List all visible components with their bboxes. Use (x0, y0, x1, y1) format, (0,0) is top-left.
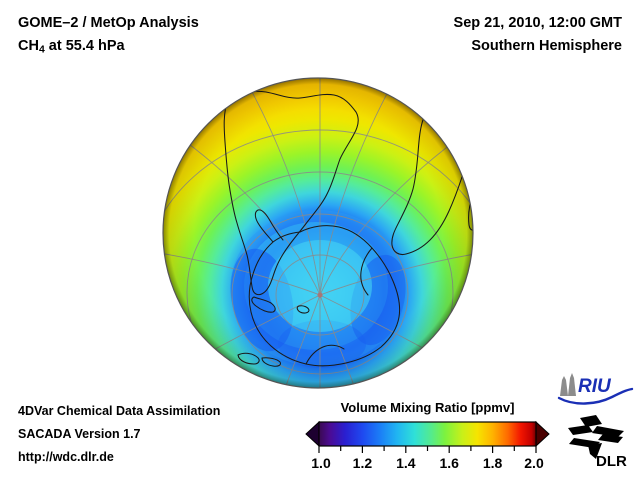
colorbar-tick-labels: 1.0 1.2 1.4 1.6 1.8 2.0 (311, 455, 544, 471)
riu-towers-icon (560, 373, 576, 396)
colorbar-label-0: 1.0 (311, 455, 331, 471)
riu-wave-icon (557, 387, 634, 405)
timestamp-label: Sep 21, 2010, 12:00 GMT (453, 15, 622, 31)
coastline-australia (413, 364, 454, 386)
graticule-parallels (163, 129, 473, 388)
coastline-falklands (296, 305, 310, 314)
coastlines (223, 90, 473, 386)
figure-title: GOME–2 / MetOp Analysis CH4 at 55.4 hPa (18, 12, 199, 62)
coastline-tierra-del-fuego (251, 296, 276, 313)
colorbar: Volume Mixing Ratio [ppmv] (305, 400, 550, 472)
colorbar-over-arrow (535, 420, 550, 448)
coastline-weddell-sea (360, 247, 373, 296)
coastline-antarctica (248, 225, 401, 367)
colorbar-label-1: 1.2 (353, 455, 373, 471)
riu-logo: RIU (556, 372, 634, 411)
colorbar-label-5: 2.0 (524, 455, 544, 471)
colorbar-gradient (318, 421, 537, 447)
coastline-south-america (223, 90, 359, 296)
credit-line-2: SACADA Version 1.7 (18, 427, 141, 441)
colorbar-label-3: 1.6 (439, 455, 459, 471)
species-label: CH (18, 38, 39, 54)
colorbar-title: Volume Mixing Ratio [ppmv] (340, 400, 515, 415)
species-subscript: 4 (38, 44, 45, 56)
coastline-new-zealand (237, 352, 260, 365)
title-line-1: GOME–2 / MetOp Analysis (18, 15, 199, 31)
polar-vortex-lobes (230, 210, 406, 368)
dlr-logo: DLR (566, 414, 632, 475)
colorbar-under-arrow (305, 420, 320, 448)
credit-url[interactable]: http://wdc.dlr.de (18, 450, 114, 464)
coastline-ross-sea (305, 344, 345, 365)
ch4-field (163, 78, 473, 388)
south-pole-marker (317, 292, 323, 298)
colorbar-label-4: 1.8 (483, 455, 503, 471)
colorbar-ticks (318, 446, 537, 453)
figure-metadata: Sep 21, 2010, 12:00 GMT Southern Hemisph… (454, 12, 622, 58)
colorbar-label-2: 1.4 (396, 455, 416, 471)
coastline-madagascar (468, 194, 473, 231)
globe-outline (162, 77, 474, 389)
dlr-mark-icon (568, 415, 624, 459)
globe-limb-shading (163, 78, 473, 388)
colorbar-scale: 1.0 1.2 1.4 1.6 1.8 2.0 (305, 420, 550, 471)
dlr-wordmark: DLR (596, 453, 627, 470)
coastline-antarctic-peninsula (254, 209, 284, 243)
pressure-level-label: at 55.4 hPa (44, 38, 125, 54)
credits-block: 4DVar Chemical Data Assimilation SACADA … (18, 400, 220, 469)
credit-line-1: 4DVar Chemical Data Assimilation (18, 404, 221, 418)
region-label: Southern Hemisphere (471, 38, 622, 54)
title-line-2: CH4 at 55.4 hPa (18, 35, 199, 62)
graticule-meridians (163, 78, 473, 388)
riu-wordmark: RIU (578, 376, 612, 397)
coastline-new-zealand-south (261, 357, 282, 367)
coastline-africa (391, 110, 471, 255)
